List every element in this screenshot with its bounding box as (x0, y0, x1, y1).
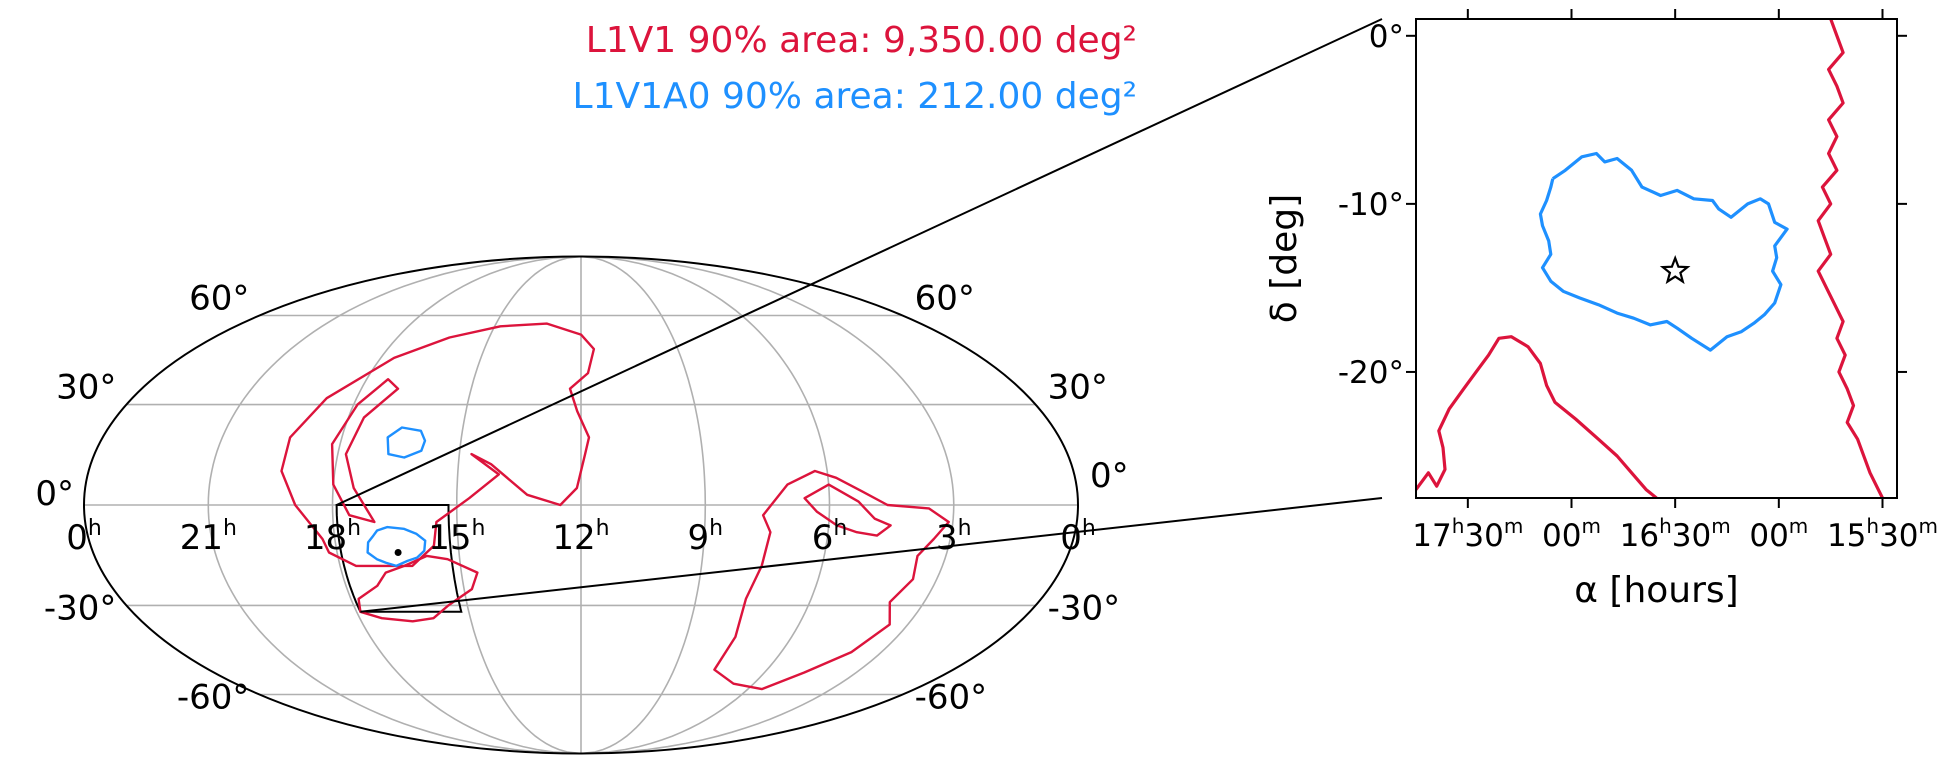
zoom-connector-lines (336, 18, 1383, 613)
mollweide-tick-labels: 0h 21h 18h 15h 12h 9h 6h 3h 0h 60° 60° 30° 30° 0° 0° -3… (35, 279, 1128, 718)
ra-tick-label: 21h (180, 516, 237, 558)
mollweide-grid (83, 255, 1079, 755)
inset-x-tick-label: 00m (1542, 514, 1601, 554)
dec-tick-label-left: 30° (56, 368, 116, 408)
mollweide-outline (83, 255, 1079, 755)
contour-l1v1 (357, 554, 479, 623)
inset-y-axis-label: δ [deg] (1264, 194, 1305, 323)
ra-tick-label: 15h (428, 516, 485, 558)
l1v1-area-label: L1V1 90% area: 9,350.00 deg² (585, 20, 1137, 61)
dec-tick-label-left: 0° (35, 474, 74, 514)
dec-tick-label-right: -60° (915, 678, 988, 718)
inset-contour-l1v1 (1416, 335, 1658, 498)
zoom-inset-plot: 17h30m 00m 16h30m 00m 15h30m 0° -10° -20° α [hou… (1264, 9, 1938, 611)
contour-l1v1 (280, 322, 596, 568)
contour-l1v1a0 (386, 426, 427, 459)
ra-tick-label: 3h (936, 516, 972, 558)
grid-meridian (580, 255, 831, 755)
ra-tick-label: 18h (304, 516, 361, 558)
dec-tick-label-left: 60° (189, 279, 249, 319)
grid-meridian (580, 255, 955, 755)
zoom-connector-top (336, 18, 1383, 506)
inset-y-tick-label: -10° (1338, 187, 1404, 223)
grid-meridian (207, 255, 582, 755)
dec-tick-label-left: -30° (44, 588, 117, 628)
dec-tick-label-left: -60° (177, 678, 250, 718)
inset-x-tick-label: 00m (1749, 514, 1808, 554)
dec-tick-label-right: 60° (915, 279, 975, 319)
contour-l1v1 (713, 469, 950, 691)
inset-x-tick-label: 16h30m (1620, 514, 1731, 554)
dec-tick-label-right: -30° (1048, 588, 1121, 628)
inset-y-tick-label: 0° (1369, 19, 1404, 55)
contour-l1v1 (803, 483, 892, 537)
l1v1a0-area-label: L1V1A0 90% area: 212.00 deg² (572, 76, 1137, 117)
grid-meridian (456, 255, 582, 755)
inset-x-axis-label: α [hours] (1574, 570, 1738, 611)
inset-contour-l1v1a0 (1538, 151, 1789, 352)
inset-frame (1415, 18, 1898, 499)
dec-tick-label-right: 30° (1048, 368, 1108, 408)
inset-x-tick-label: 15h30m (1827, 514, 1938, 554)
zoom-region-box (335, 504, 463, 613)
grid-meridian (331, 255, 582, 755)
contour-l1v1 (330, 378, 400, 524)
ra-tick-label: 6h (812, 516, 848, 558)
ra-tick-label: 0h (1060, 516, 1096, 558)
mollweide-contours (280, 322, 950, 691)
inset-contour-l1v1 (1816, 19, 1884, 498)
dec-tick-label-right: 0° (1090, 456, 1129, 496)
grid-meridian (580, 255, 707, 755)
ra-tick-label: 12h (552, 516, 609, 558)
ra-tick-label: 9h (688, 516, 724, 558)
contour-l1v1a0 (366, 525, 427, 568)
inset-y-tick-label: -20° (1338, 355, 1404, 391)
source-star-marker (1659, 254, 1691, 285)
source-dot (394, 549, 402, 556)
ra-tick-label: 0h (66, 516, 102, 558)
zoom-connector-bottom (360, 497, 1383, 613)
inset-x-tick-label: 17h30m (1412, 514, 1523, 554)
